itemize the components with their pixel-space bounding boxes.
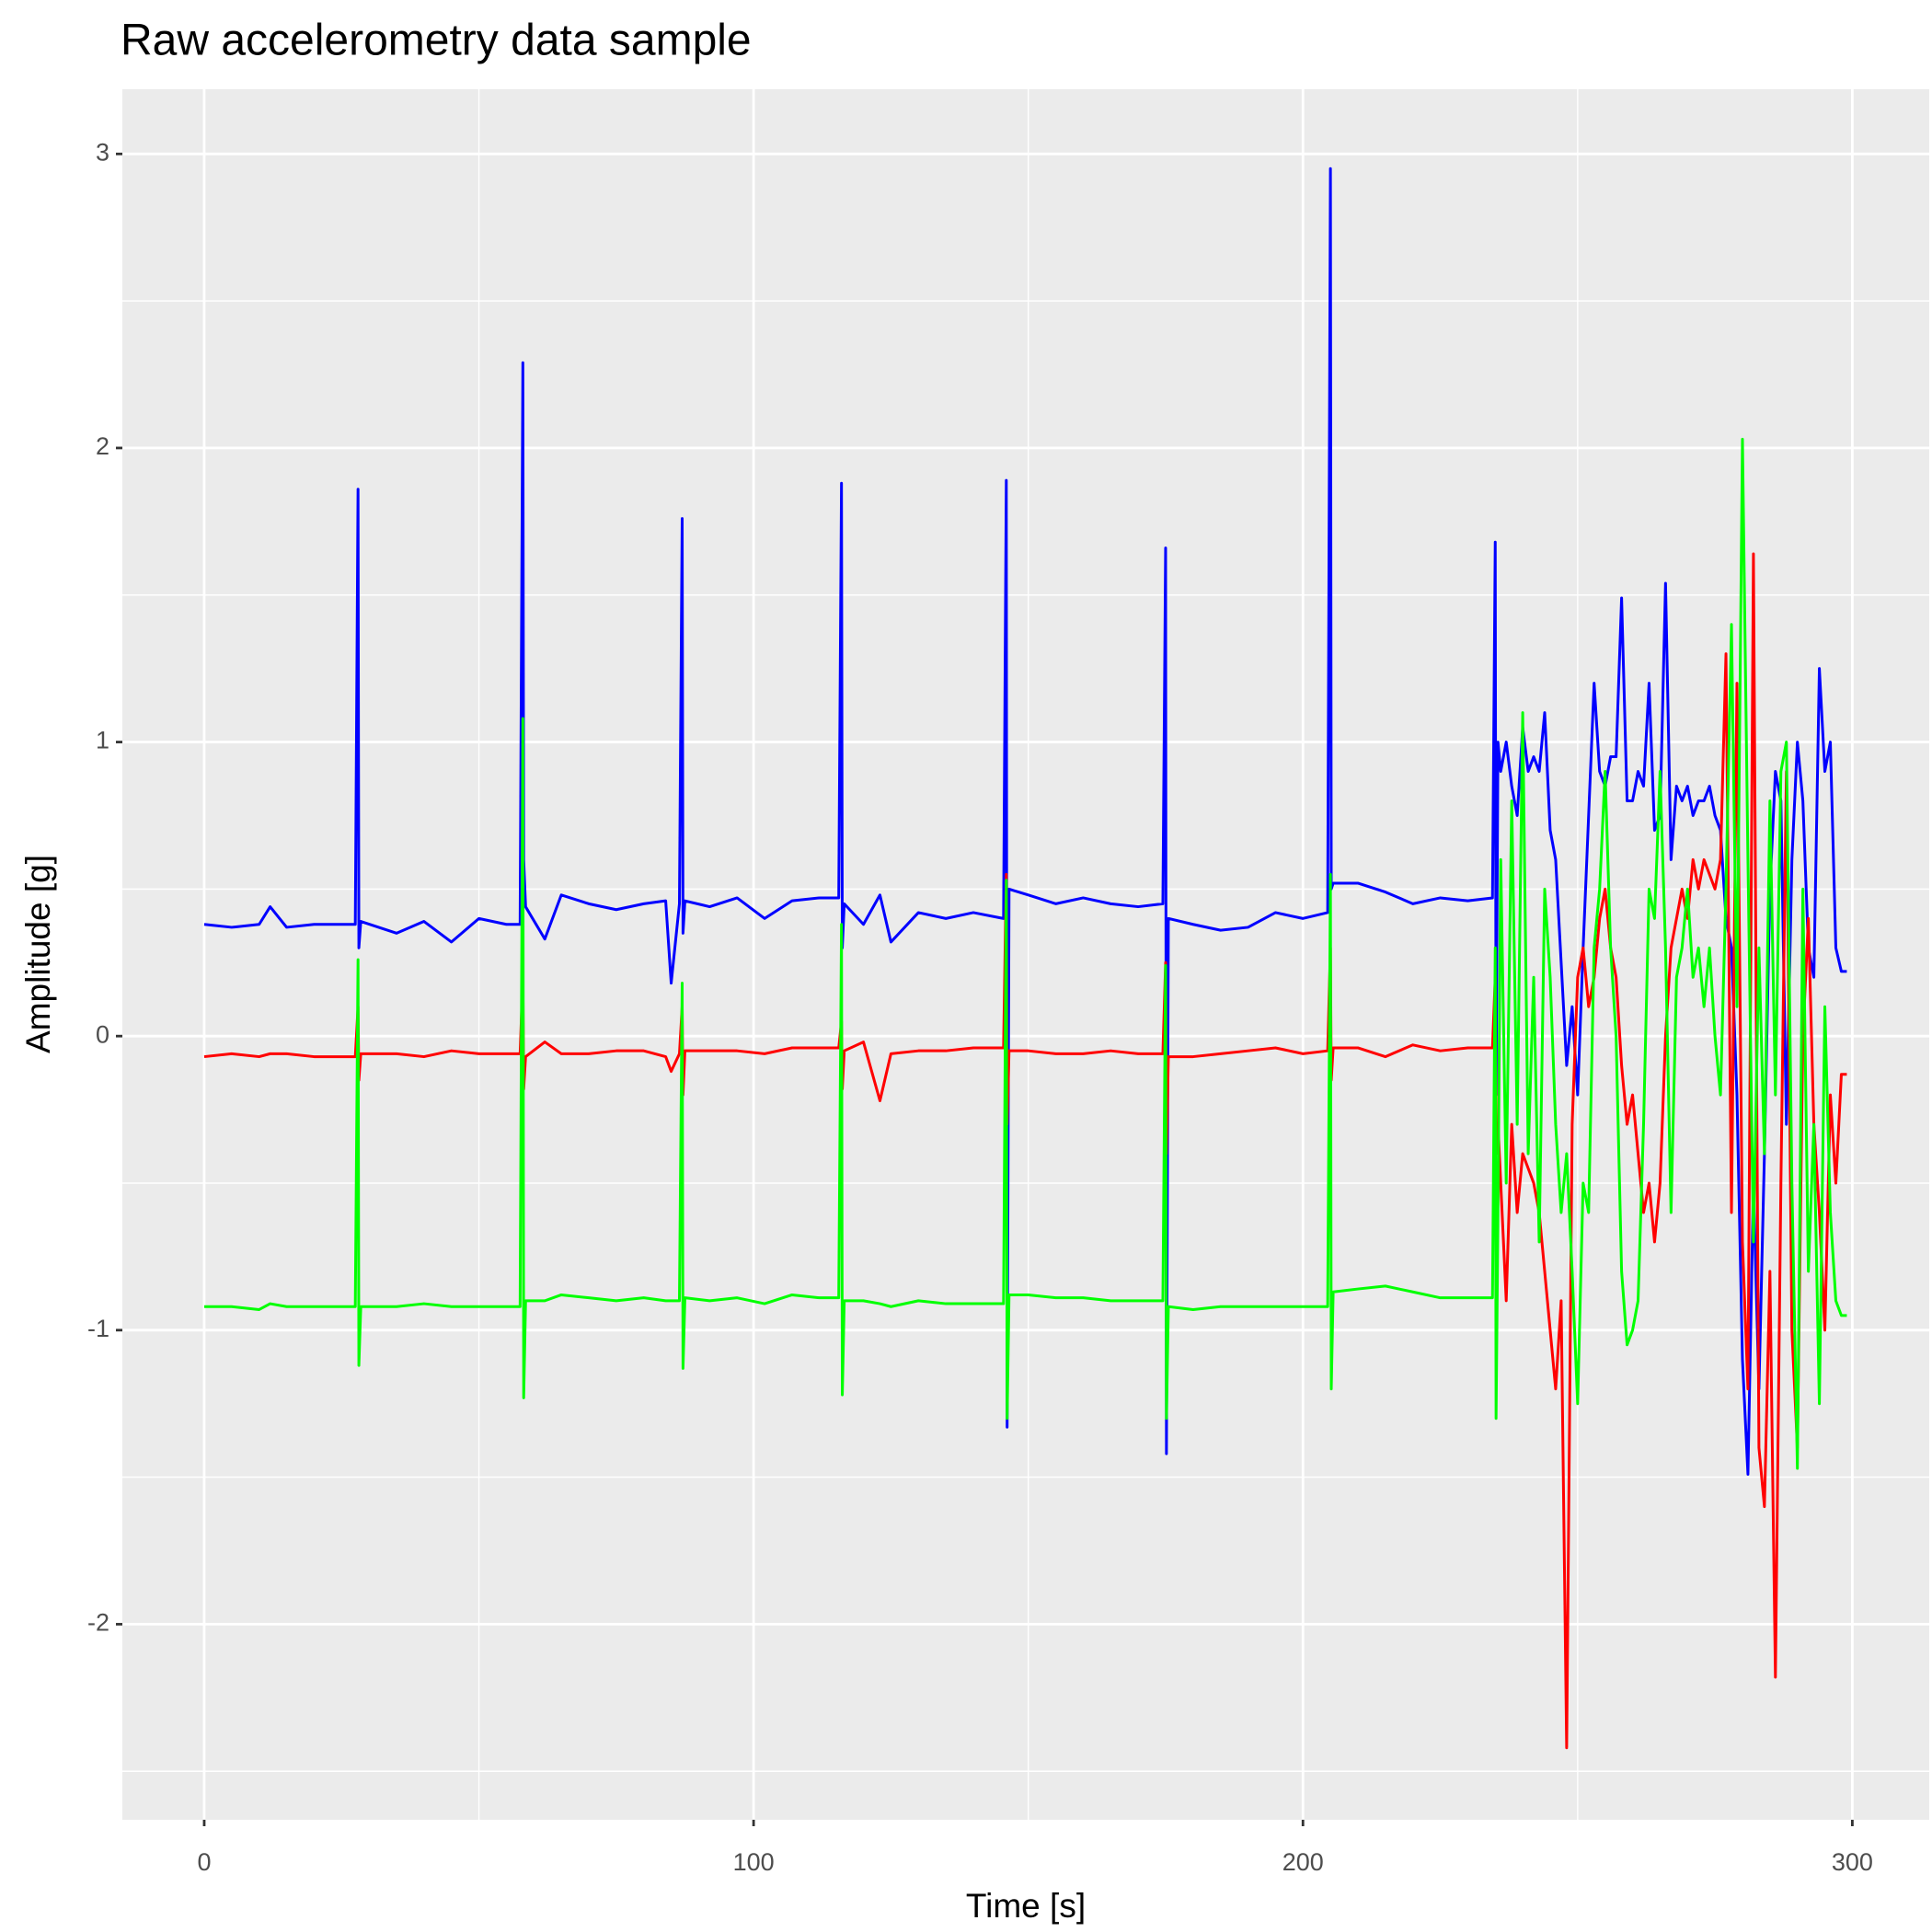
y-tick-label: 0 [96,1020,109,1048]
x-tick-label: 0 [197,1848,211,1876]
y-tick-label: 1 [96,727,109,754]
series-line [203,167,1847,1476]
axes: 0 100 200 300 -2 -1 0 1 2 3 [87,138,1873,1876]
x-tick-label: 200 [1282,1848,1324,1876]
chart-title: Raw accelerometry data sample [121,17,752,65]
y-tick-label: -2 [87,1609,109,1637]
series-line [203,437,1847,1470]
y-tick-label: 2 [96,432,109,460]
x-tick-label: 100 [733,1848,775,1876]
series-line [203,552,1847,1750]
lines [203,167,1847,1750]
y-tick-label: 3 [96,138,109,166]
grid [122,89,1929,1820]
y-tick-label: -1 [87,1315,109,1342]
x-axis-title: Time [s] [966,1887,1086,1925]
panel [122,89,1929,1820]
y-axis-title: Amplitude [g] [19,855,57,1053]
x-tick-label: 300 [1832,1848,1873,1876]
